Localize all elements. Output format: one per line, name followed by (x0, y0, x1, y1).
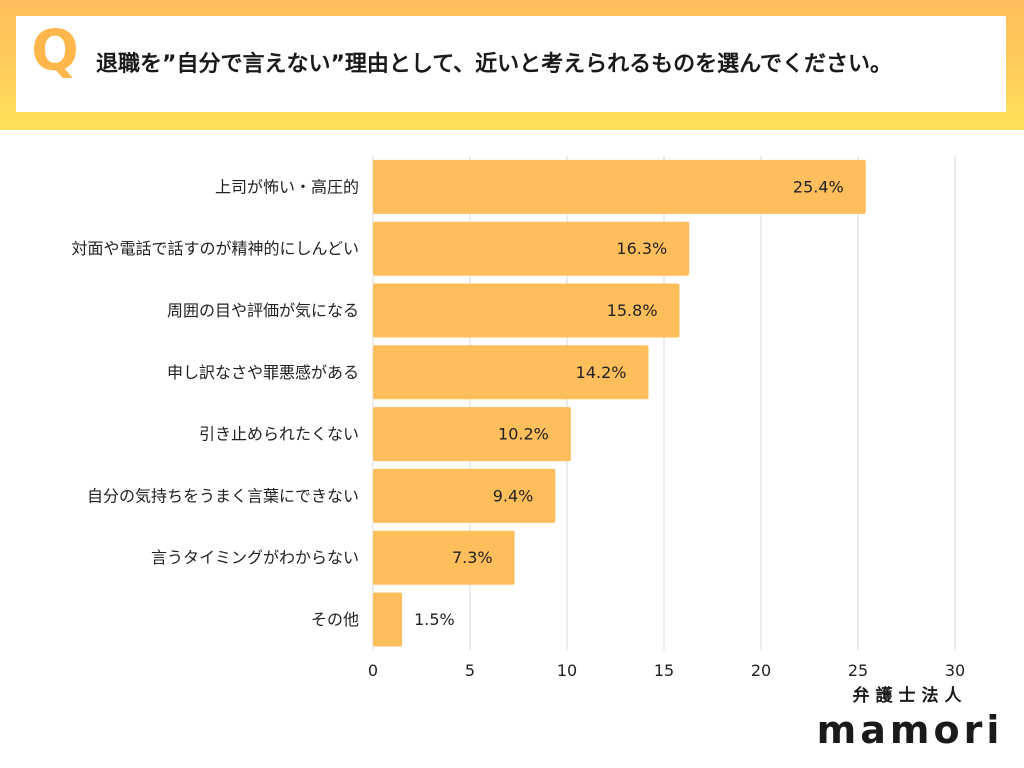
value-label: 10.2% (498, 425, 549, 444)
value-label: 14.2% (576, 363, 627, 382)
bar (373, 407, 571, 462)
x-tick-label: 30 (945, 661, 965, 680)
value-label: 16.3% (616, 239, 667, 258)
category-label: その他 (311, 610, 359, 629)
bar (373, 592, 403, 647)
x-tick-label: 10 (557, 661, 577, 680)
x-tick-label: 15 (654, 661, 674, 680)
category-label: 対面や電話で話すのが精神的にしんどい (71, 239, 359, 258)
x-tick-label: 25 (848, 661, 868, 680)
bar (373, 221, 690, 276)
bar (373, 159, 866, 214)
x-tick-label: 0 (368, 661, 378, 680)
bar (373, 283, 680, 338)
category-label: 周囲の目や評価が気になる (167, 301, 359, 320)
x-tick-label: 20 (751, 661, 771, 680)
category-label: 上司が怖い・高圧的 (215, 177, 359, 196)
category-label: 申し訳なさや罪悪感がある (167, 363, 359, 382)
bar (373, 530, 515, 585)
question-box (16, 16, 1006, 112)
brand-logo: 弁護士法人 mamori (812, 684, 1008, 752)
brand-subtitle: 弁護士法人 (852, 686, 968, 706)
category-label: 引き止められたくない (199, 425, 359, 444)
x-tick-label: 5 (465, 661, 475, 680)
question-text: 退職を”自分で言えない”理由として、近いと考えられるものを選んでください。 (96, 52, 893, 77)
question-marker: Q (31, 19, 79, 84)
value-label: 15.8% (607, 301, 658, 320)
bar (373, 468, 556, 523)
category-label: 自分の気持ちをうまく言葉にできない (87, 486, 359, 505)
value-label: 9.4% (493, 486, 534, 505)
value-label: 7.3% (452, 548, 493, 567)
bar (373, 345, 649, 400)
value-label: 1.5% (414, 610, 455, 629)
category-label: 言うタイミングがわからない (151, 548, 359, 567)
bar-chart: 上司が怖い・高圧的 25.4% 対面や電話で話すのが精神的にしんどい 16.3% 周囲の… (71, 156, 965, 680)
value-label: 25.4% (793, 177, 844, 196)
brand-name: mamori (816, 708, 1004, 752)
